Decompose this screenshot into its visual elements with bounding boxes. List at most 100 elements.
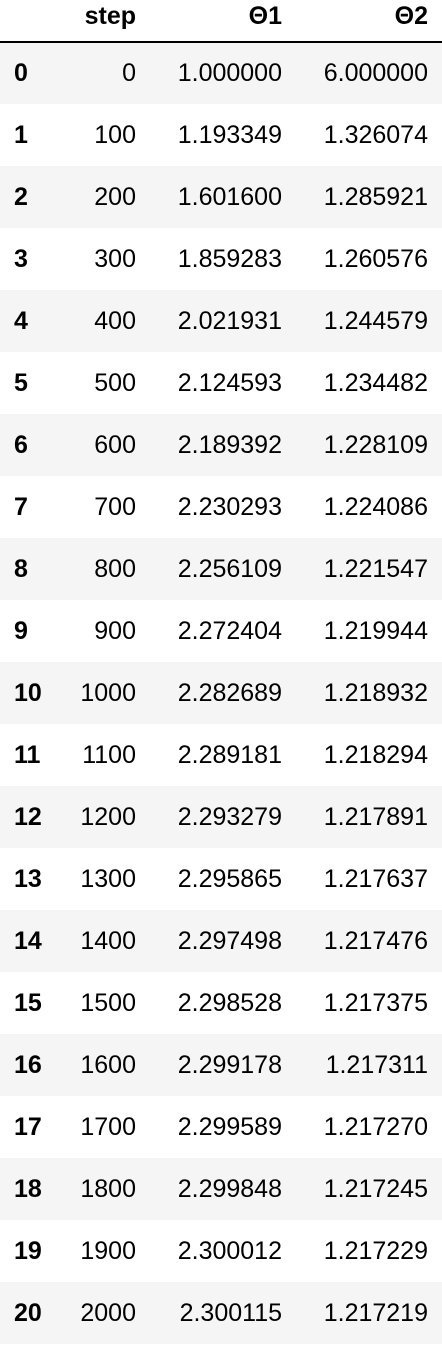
theta1-cell: 2.298528: [177, 988, 282, 1017]
step-cell: 800: [94, 554, 136, 583]
theta1-cell: 2.293279: [177, 802, 282, 831]
column-header-index: [0, 0, 64, 43]
step-cell: 1100: [82, 740, 136, 769]
row-index-cell: 7: [14, 492, 28, 521]
theta1-cell: 2.299848: [177, 1174, 282, 1203]
column-header-theta2: Θ2: [296, 0, 442, 43]
theta1-cell: 2.289181: [177, 740, 282, 769]
row-index-cell: 6: [14, 430, 28, 459]
theta1-cell: 1.000000: [177, 59, 282, 87]
theta2-cell: 1.217311: [325, 1050, 428, 1079]
theta1-cell: 2.189392: [177, 430, 282, 459]
step-cell: 900: [94, 616, 136, 645]
step-cell: 600: [94, 430, 136, 459]
table-row: 16 1600 2.299178 1.217311: [0, 1034, 442, 1096]
step-cell: 1700: [80, 1112, 136, 1141]
column-header-theta1: Θ1: [150, 0, 296, 43]
table-row: 17 1700 2.299589 1.217270: [0, 1096, 442, 1158]
theta2-cell: 1.218294: [323, 740, 428, 769]
table-row: 4 400 2.021931 1.244579: [0, 290, 442, 352]
theta1-cell: 2.230293: [177, 492, 282, 521]
table-body: 0 0 1.000000 6.000000 1 100 1.193349 1.326074 2 2…: [0, 42, 442, 1344]
row-index-cell: 4: [14, 306, 28, 335]
row-index-cell: 5: [14, 368, 28, 397]
theta2-cell: 1.228109: [323, 430, 428, 459]
table-row: 7 700 2.230293 1.224086: [0, 476, 442, 538]
step-cell: 300: [94, 244, 136, 273]
table-row: 19 1900 2.300012 1.217229: [0, 1220, 442, 1282]
step-cell: 1200: [80, 802, 136, 831]
row-index-cell: 17: [14, 1112, 42, 1141]
theta1-cell: 2.300115: [179, 1298, 282, 1327]
step-cell: 0: [122, 59, 136, 87]
theta2-cell: 1.221547: [323, 554, 428, 583]
table-row: 3 300 1.859283 1.260576: [0, 228, 442, 290]
row-index-cell: 20: [14, 1298, 42, 1327]
theta1-cell: 2.299589: [177, 1112, 282, 1141]
step-cell: 700: [94, 492, 136, 521]
row-index-cell: 19: [14, 1236, 42, 1265]
theta2-cell: 1.224086: [323, 492, 428, 521]
row-index-cell: 13: [14, 864, 42, 893]
row-index-cell: 8: [14, 554, 28, 583]
step-cell: 1300: [80, 864, 136, 893]
theta2-cell: 1.285921: [323, 182, 428, 211]
theta2-cell: 1.217375: [323, 988, 428, 1017]
step-cell: 1800: [80, 1174, 136, 1203]
row-index-cell: 16: [14, 1050, 42, 1079]
table-header: step Θ1 Θ2: [0, 0, 442, 43]
table-row: 10 1000 2.282689 1.218932: [0, 662, 442, 724]
step-cell: 1400: [80, 926, 136, 955]
row-index-cell: 3: [14, 244, 28, 273]
table-row: 9 900 2.272404 1.219944: [0, 600, 442, 662]
theta1-cell: 2.256109: [177, 554, 282, 583]
theta2-cell: 1.217891: [323, 802, 428, 831]
table-row: 14 1400 2.297498 1.217476: [0, 910, 442, 972]
table-row: 8 800 2.256109 1.221547: [0, 538, 442, 600]
theta2-cell: 6.000000: [323, 59, 428, 87]
table-row: 5 500 2.124593 1.234482: [0, 352, 442, 414]
table-row: 12 1200 2.293279 1.217891: [0, 786, 442, 848]
table-row: 20 2000 2.300115 1.217219: [0, 1282, 442, 1344]
row-index-cell: 9: [14, 616, 28, 645]
theta2-cell: 1.219944: [323, 616, 428, 645]
table-row: 6 600 2.189392 1.228109: [0, 414, 442, 476]
row-index-cell: 10: [14, 678, 42, 707]
theta1-cell: 1.193349: [177, 120, 282, 149]
table-row: 2 200 1.601600 1.285921: [0, 166, 442, 228]
step-cell: 2000: [80, 1298, 136, 1327]
step-cell: 500: [94, 368, 136, 397]
theta1-cell: 2.021931: [177, 306, 282, 335]
step-cell: 100: [94, 120, 136, 149]
theta2-cell: 1.217476: [323, 926, 428, 955]
column-header-step: step: [64, 0, 150, 43]
theta2-cell: 1.217245: [323, 1174, 428, 1203]
table-row: 1 100 1.193349 1.326074: [0, 104, 442, 166]
theta1-cell: 2.295865: [177, 864, 282, 893]
theta1-cell: 2.299178: [177, 1050, 282, 1079]
row-index-cell: 1: [14, 120, 28, 149]
theta2-cell: 1.217219: [323, 1298, 428, 1327]
theta2-cell: 1.244579: [323, 306, 428, 335]
row-index-cell: 2: [14, 182, 28, 211]
row-index-cell: 12: [14, 802, 42, 831]
theta2-cell: 1.234482: [323, 368, 428, 397]
theta2-cell: 1.217229: [323, 1236, 428, 1265]
table-row: 0 0 1.000000 6.000000: [0, 42, 442, 104]
row-index-cell: 0: [14, 59, 28, 87]
theta1-cell: 2.300012: [177, 1236, 282, 1265]
theta1-cell: 1.601600: [177, 182, 282, 211]
table-row: 15 1500 2.298528 1.217375: [0, 972, 442, 1034]
theta2-cell: 1.217637: [323, 864, 428, 893]
table-row: 13 1300 2.295865 1.217637: [0, 848, 442, 910]
theta1-cell: 2.124593: [177, 368, 282, 397]
row-index-cell: 14: [14, 926, 42, 955]
step-cell: 400: [94, 306, 136, 335]
step-cell: 1500: [80, 988, 136, 1017]
row-index-cell: 18: [14, 1174, 42, 1203]
theta2-cell: 1.260576: [323, 244, 428, 273]
row-index-cell: 11: [14, 740, 41, 769]
step-cell: 1000: [80, 678, 136, 707]
theta1-cell: 2.297498: [177, 926, 282, 955]
